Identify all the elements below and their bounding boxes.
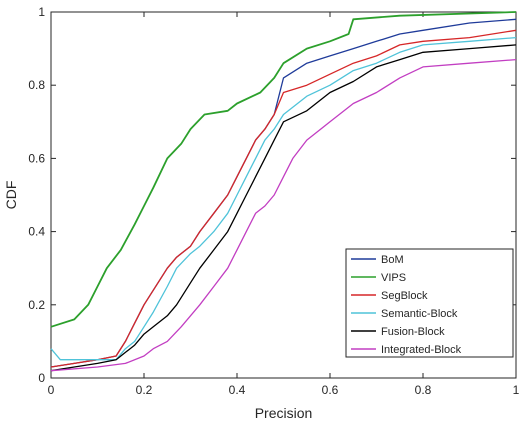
y-tick-label: 0.8 <box>28 78 45 92</box>
x-axis-label: Precision <box>255 405 313 421</box>
x-tick-label: 0.8 <box>415 383 432 397</box>
series-line-semantic-block <box>50 36 517 361</box>
axis-ticks: 0 0.2 0.4 0.6 0.8 1 0 0.2 0.4 0.6 0.8 1 <box>28 5 519 397</box>
legend-label: Integrated-Block <box>381 344 462 356</box>
y-tick-label: 0.4 <box>28 225 45 239</box>
legend-label: SegBlock <box>381 290 428 302</box>
x-tick-label: 0.6 <box>322 383 339 397</box>
y-tick-label: 0.6 <box>28 151 45 165</box>
x-tick-label: 0.2 <box>136 383 153 397</box>
series-line-vips <box>50 11 517 328</box>
x-tick-label: 1 <box>513 383 520 397</box>
series-line-segblock <box>50 29 517 368</box>
y-axis-label: CDF <box>3 181 19 210</box>
series-line-fusion-block <box>50 44 517 372</box>
legend-label: BoM <box>381 254 404 266</box>
series-line-integrated-block <box>50 58 517 372</box>
x-tick-label: 0.4 <box>229 383 246 397</box>
legend-box <box>345 248 514 358</box>
y-tick-label: 0 <box>38 371 45 385</box>
legend-label: VIPS <box>381 272 406 284</box>
y-tick-label: 0.2 <box>28 298 45 312</box>
legend-label: Fusion-Block <box>381 326 445 338</box>
x-tick-label: 0 <box>48 383 55 397</box>
legend: BoM VIPS SegBlock Semantic-Block Fusion-Bloc… <box>345 248 514 358</box>
plot-lines <box>50 11 517 372</box>
legend-label: Semantic-Block <box>381 308 458 320</box>
y-tick-label: 1 <box>38 5 45 19</box>
